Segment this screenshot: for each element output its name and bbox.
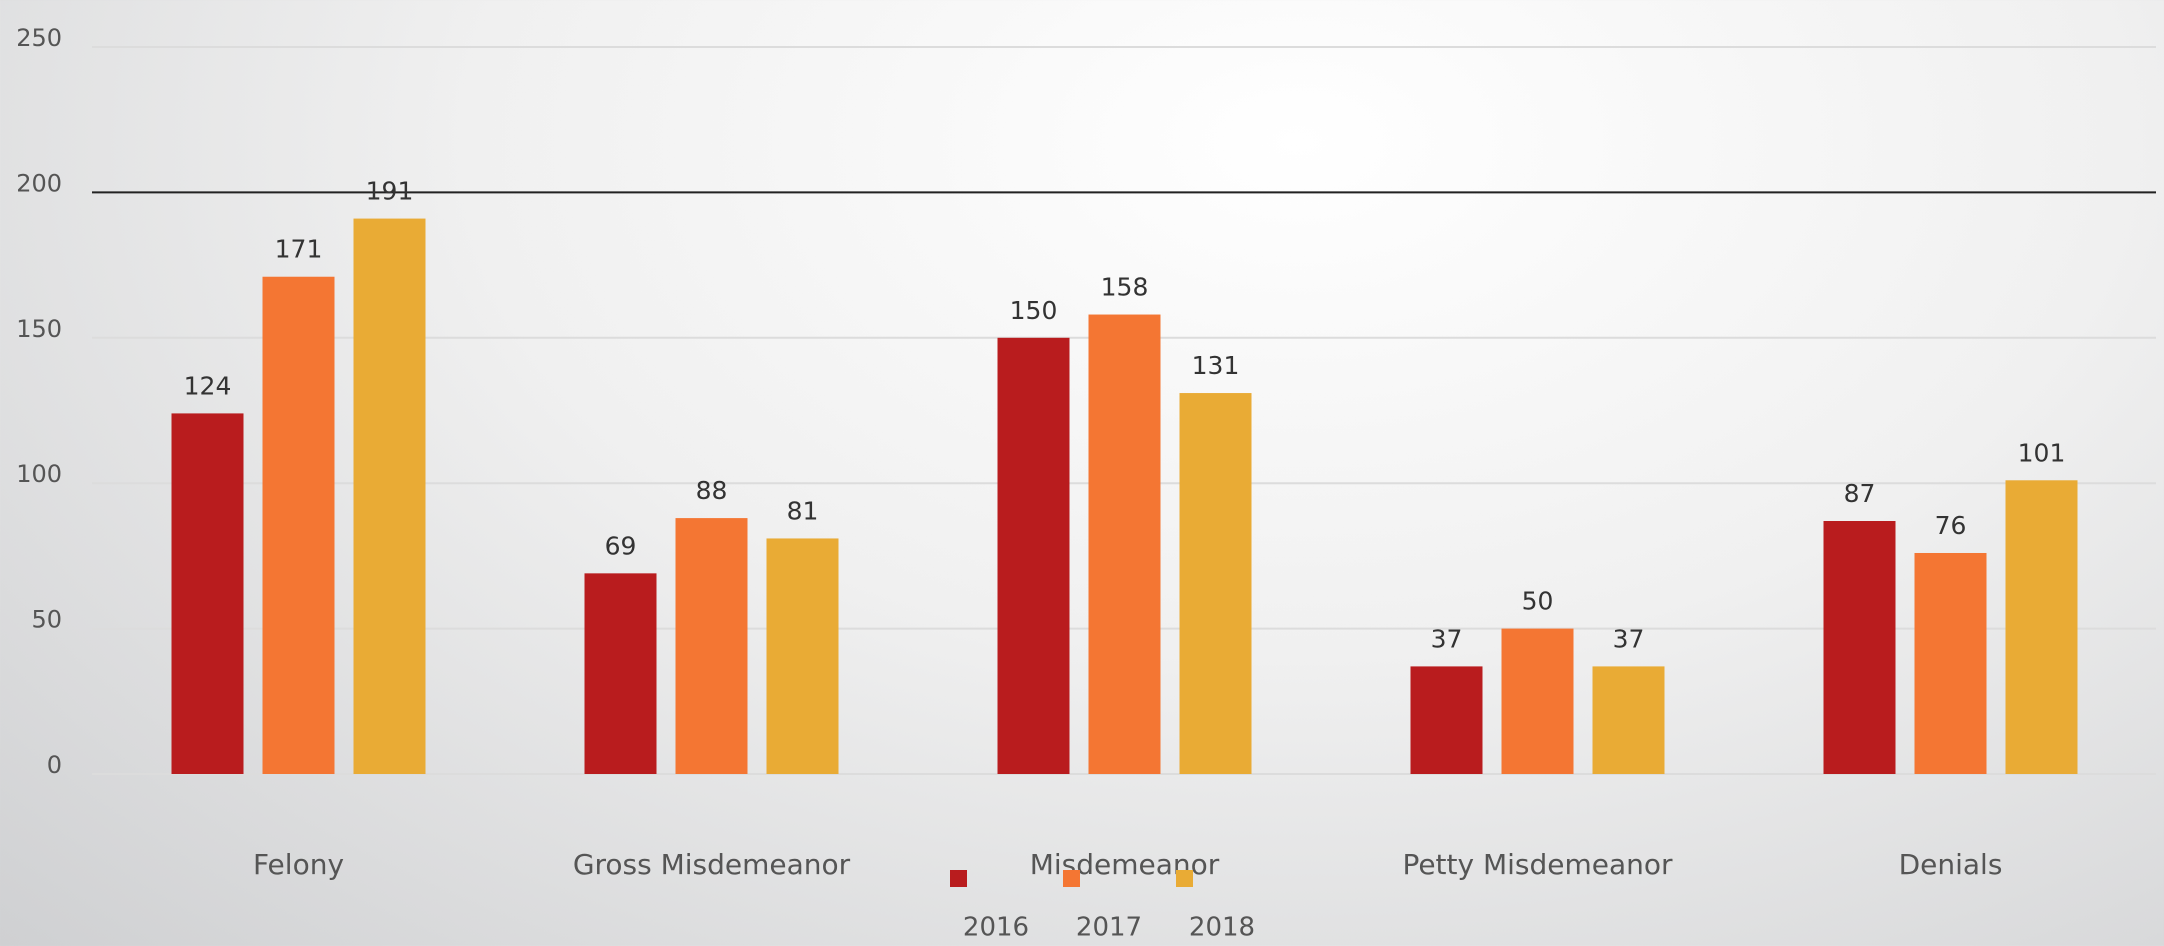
y-tick-label: 50 [31,606,62,634]
value-label: 37 [1431,624,1463,653]
value-label: 150 [1010,296,1058,325]
value-label: 124 [184,371,232,400]
x-tick-label: Gross Misdemeanor [573,848,851,881]
legend-label: 2018 [1189,913,1255,943]
bar [1088,314,1161,774]
value-label: 101 [2018,438,2066,467]
bar [2005,480,2078,774]
bar [997,337,1070,774]
legend-swatch [1176,870,1193,887]
x-tick-label: Denials [1899,848,2003,881]
value-label: 158 [1101,273,1149,302]
legend-swatch [950,870,967,887]
bar [1410,666,1483,774]
bar [262,276,335,774]
bar [353,218,426,774]
value-label: 87 [1844,479,1876,508]
bar [584,573,657,774]
bar [1501,628,1574,774]
value-label: 37 [1613,624,1645,653]
bar [1592,666,1665,774]
bar [1914,552,1987,774]
legend-label: 2016 [963,913,1029,943]
x-tick-label: Petty Misdemeanor [1402,848,1673,881]
value-label: 131 [1192,351,1240,380]
value-label: 76 [1935,511,1967,540]
legend-label: 2017 [1076,913,1142,943]
value-label: 81 [787,496,819,525]
bar [1179,393,1252,774]
value-label: 50 [1522,587,1554,616]
y-tick-label: 200 [16,169,62,197]
y-tick-label: 150 [16,315,62,343]
value-label: 88 [696,476,728,505]
y-tick-label: 0 [47,751,62,779]
y-tick-label: 250 [16,24,62,52]
y-tick-label: 100 [16,460,62,488]
value-label: 69 [605,531,637,560]
bar [766,538,839,774]
x-tick-label: Felony [253,848,344,881]
bar [675,518,748,774]
bar [1823,521,1896,774]
bar [171,413,244,774]
legend-swatch [1063,870,1080,887]
value-label: 171 [275,235,323,264]
value-label: 191 [366,177,414,206]
